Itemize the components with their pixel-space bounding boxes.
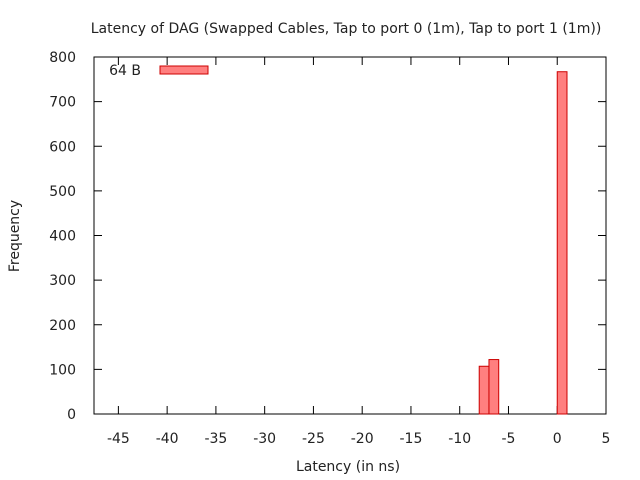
y-tick-label: 400 <box>49 229 76 245</box>
x-tick-label: -40 <box>156 431 179 447</box>
histogram-bars <box>478 71 568 415</box>
y-tick-label: 600 <box>49 139 76 155</box>
histogram-bar <box>488 359 500 415</box>
x-tick-label: -10 <box>448 431 471 447</box>
y-tick-label: 100 <box>49 362 76 378</box>
x-tick-label: 5 <box>602 431 611 447</box>
y-tick-label: 700 <box>49 95 76 111</box>
x-tick-label: -25 <box>302 431 325 447</box>
histogram-bar <box>556 71 568 415</box>
y-tick-label: 200 <box>49 318 76 334</box>
x-tick-label: -35 <box>204 431 227 447</box>
x-tick-label: -30 <box>253 431 276 447</box>
legend: 64 B <box>109 63 209 79</box>
x-tick-label: 0 <box>553 431 562 447</box>
x-tick-label: -15 <box>400 431 423 447</box>
x-axis-label: Latency (in ns) <box>296 459 400 475</box>
y-axis: 0 100 200 300 400 500 600 700 800 <box>49 50 606 423</box>
y-tick-label: 0 <box>67 407 76 423</box>
x-tick-label: -20 <box>351 431 374 447</box>
legend-label: 64 B <box>109 63 141 79</box>
chart-title: Latency of DAG (Swapped Cables, Tap to p… <box>91 21 602 37</box>
y-tick-label: 800 <box>49 50 76 66</box>
plot-area <box>93 56 607 415</box>
y-tick-label: 500 <box>49 184 76 200</box>
y-axis-label: Frequency <box>7 200 23 272</box>
legend-swatch <box>159 65 209 75</box>
x-axis: -45 -40 -35 -30 -25 -20 -15 -10 -5 0 5 <box>107 57 611 447</box>
x-tick-label: -5 <box>501 431 515 447</box>
y-tick-label: 300 <box>49 273 76 289</box>
x-tick-label: -45 <box>107 431 130 447</box>
histogram-bar <box>478 365 490 415</box>
